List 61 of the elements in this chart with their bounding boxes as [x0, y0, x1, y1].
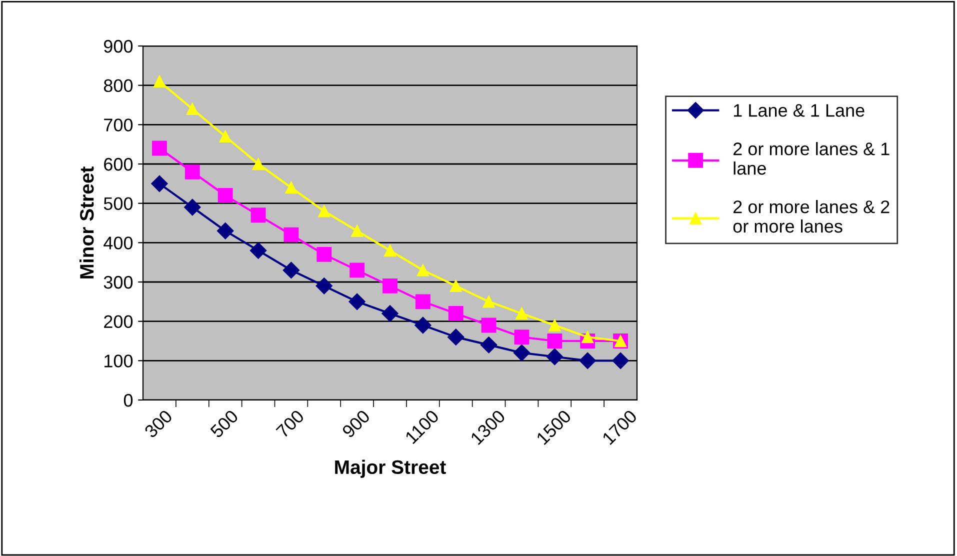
point	[184, 164, 200, 180]
point	[186, 102, 198, 116]
x-tick-label: 900	[341, 409, 371, 438]
point	[516, 307, 528, 320]
point	[579, 352, 596, 370]
point	[612, 352, 629, 370]
point	[218, 188, 233, 203]
point	[384, 244, 396, 257]
point	[318, 205, 330, 218]
point	[151, 175, 168, 192]
point	[447, 328, 464, 346]
y-tick-label: 100	[104, 354, 133, 368]
point	[482, 296, 495, 308]
point	[582, 330, 594, 344]
point	[284, 227, 299, 242]
y-tick-label: 200	[104, 315, 133, 328]
point	[153, 75, 166, 88]
point	[450, 280, 462, 292]
point	[382, 278, 398, 294]
legend-label: 1 Lane & 1 Lane	[734, 104, 864, 117]
x-axis-title: Major Street	[335, 460, 446, 478]
point	[546, 348, 564, 366]
point	[219, 130, 232, 143]
y-tick-label: 900	[104, 40, 133, 53]
point	[547, 334, 562, 348]
point	[282, 262, 300, 279]
y-tick-label: 0	[124, 394, 133, 407]
point	[415, 294, 430, 310]
point	[481, 318, 496, 333]
point	[316, 278, 333, 294]
point	[348, 293, 366, 310]
point	[416, 264, 430, 276]
point	[350, 224, 364, 237]
point	[548, 319, 561, 332]
y-tick-label: 700	[104, 118, 133, 132]
point	[513, 344, 530, 362]
y-tick-label: 800	[104, 79, 133, 92]
point	[184, 198, 201, 216]
x-tick-label: 300	[144, 409, 174, 439]
point	[514, 330, 530, 345]
point	[152, 140, 167, 156]
x-tick-label: 500	[210, 409, 239, 438]
point	[414, 316, 432, 334]
point	[216, 222, 234, 240]
legend-label: 2 or more lanes & 2 or more lanes	[733, 200, 890, 233]
point	[480, 336, 498, 354]
y-tick-label: 500	[104, 197, 133, 210]
legend-label: 2 or more lanes & 1 lane	[734, 142, 890, 175]
y-tick-label: 400	[104, 236, 133, 250]
point	[252, 158, 264, 170]
y-tick-label: 300	[104, 276, 133, 289]
point	[448, 306, 464, 321]
y-axis-title: Minor Street	[79, 166, 94, 278]
point	[285, 182, 298, 194]
point	[316, 247, 332, 262]
point	[250, 242, 267, 259]
point	[382, 305, 398, 322]
point	[250, 208, 266, 223]
y-tick-label: 600	[104, 158, 133, 171]
x-tick-label: 700	[276, 409, 305, 438]
point	[350, 262, 365, 278]
